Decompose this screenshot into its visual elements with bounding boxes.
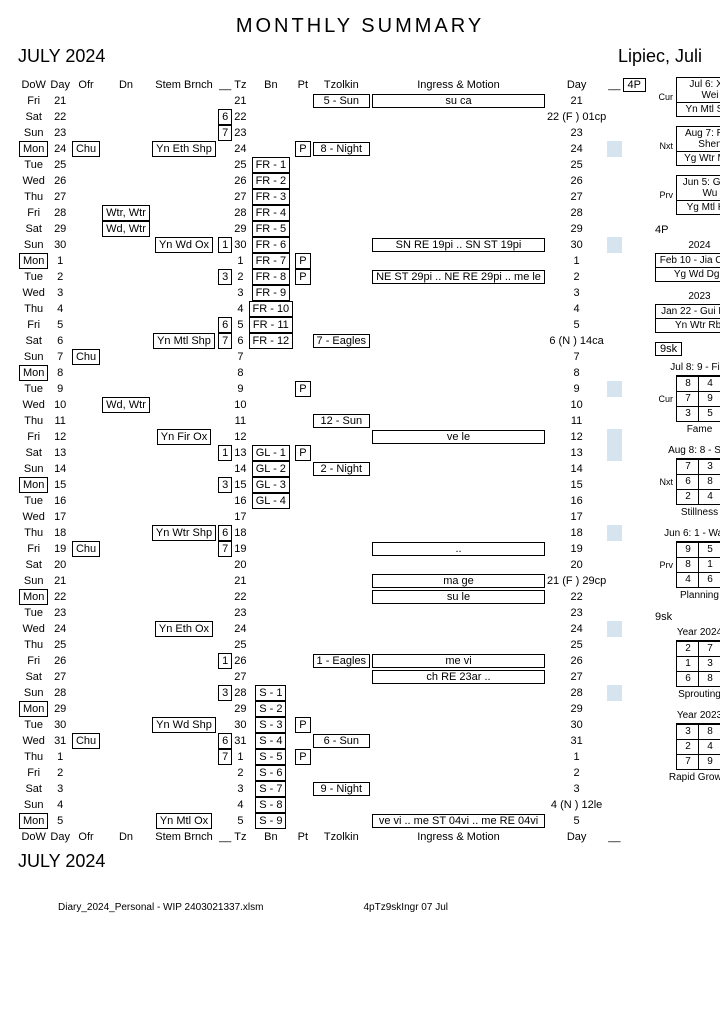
table-row: Mon2929S - 229 bbox=[18, 701, 647, 717]
table-row: Tue1616GL - 416 bbox=[18, 493, 647, 509]
table-row: Tue232323 bbox=[18, 605, 647, 621]
table-row: Fri21215 - Sunsu ca21 bbox=[18, 93, 647, 109]
table-row: Sun30Yn Wd Ox130FR - 6SN RE 19pi .. SN S… bbox=[18, 237, 647, 253]
table-row: Tue30Yn Wd Shp30S - 3P30 bbox=[18, 717, 647, 733]
table-row: Sat29Wd, Wtr29FR - 529 bbox=[18, 221, 647, 237]
table-row: Sat6Yn Mtl Shp76FR - 127 - Eagles6 (N ) … bbox=[18, 333, 647, 349]
table-row: Fri565FR - 115 bbox=[18, 317, 647, 333]
table-row: Wed31Chu631S - 46 - Sun31 bbox=[18, 733, 647, 749]
table-row: Wed33FR - 93 bbox=[18, 285, 647, 301]
table-row: Thu111112 - Sun11 bbox=[18, 413, 647, 429]
table-row: Fri22S - 62 bbox=[18, 765, 647, 781]
table-row: Sun1414GL - 22 - Night14 bbox=[18, 461, 647, 477]
table-row: Sat2262222 (F ) 01cp bbox=[18, 109, 647, 125]
table-row: Wed10Wd, Wtr1010 bbox=[18, 397, 647, 413]
page-title: MONTHLY SUMMARY bbox=[18, 15, 702, 38]
table-row: Fri28Wtr, Wtr28FR - 428 bbox=[18, 205, 647, 221]
col-header: Bn bbox=[248, 77, 295, 93]
table-row: Mon24ChuYn Eth Shp24P8 - Night24 bbox=[18, 141, 647, 157]
col-header: __ bbox=[607, 77, 621, 93]
col-header: Stem Brnch bbox=[151, 77, 217, 93]
table-row: Mon11FR - 7P1 bbox=[18, 253, 647, 269]
col-header: Dn bbox=[101, 77, 151, 93]
month-left: JULY 2024 bbox=[18, 46, 105, 67]
table-row: Sun28328S - 128 bbox=[18, 685, 647, 701]
table-row: Wed2626FR - 226 bbox=[18, 173, 647, 189]
month-right: Lipiec, Juli bbox=[618, 46, 702, 67]
table-row: Thu171S - 5P1 bbox=[18, 749, 647, 765]
table-row: Tue232FR - 8PNE ST 29pi .. NE RE 29pi ..… bbox=[18, 269, 647, 285]
footer-file: Diary_2024_Personal - WIP 2403021337.xls… bbox=[58, 902, 264, 913]
table-row: Mon2222su le22 bbox=[18, 589, 647, 605]
table-row: Sat202020 bbox=[18, 557, 647, 573]
col-header: Ingress & Motion bbox=[371, 77, 546, 93]
table-row: Mon15315GL - 315 bbox=[18, 477, 647, 493]
table-row: Sun7Chu77 bbox=[18, 349, 647, 365]
table-row: Thu18Yn Wtr Shp61818 bbox=[18, 525, 647, 541]
calendar-table: DoWDayOfrDnStem Brnch__TzBnPtTzolkinIngr… bbox=[18, 77, 647, 845]
table-row: Sat2727ch RE 23ar ..27 bbox=[18, 669, 647, 685]
table-row: Thu2727FR - 327 bbox=[18, 189, 647, 205]
footer-code: 4pTz9skIngr 07 Jul bbox=[364, 902, 449, 913]
col-header: Ofr bbox=[71, 77, 101, 93]
table-row: Fri12Yn Fir Ox12ve le12 bbox=[18, 429, 647, 445]
table-row: Thu252525 bbox=[18, 637, 647, 653]
col-header: Pt bbox=[294, 77, 311, 93]
table-row: Wed24Yn Eth Ox2424 bbox=[18, 621, 647, 637]
col-header: Day bbox=[49, 77, 71, 93]
table-row: Fri19Chu719..19 bbox=[18, 541, 647, 557]
table-row: Sat33S - 79 - Night3 bbox=[18, 781, 647, 797]
table-row: Sun2372323 bbox=[18, 125, 647, 141]
col-header: DoW bbox=[18, 77, 49, 93]
footer-month: JULY 2024 bbox=[18, 851, 647, 872]
col-header: __ bbox=[217, 77, 233, 93]
col-header: Day bbox=[546, 77, 607, 93]
table-row: Sun44S - 84 (N ) 12le bbox=[18, 797, 647, 813]
table-row: Tue2525FR - 125 bbox=[18, 157, 647, 173]
col-header: Tz bbox=[233, 77, 247, 93]
table-row: Thu44FR - 104 bbox=[18, 301, 647, 317]
table-row: Wed171717 bbox=[18, 509, 647, 525]
table-row: Fri261261 - Eaglesme vi26 bbox=[18, 653, 647, 669]
table-row: Tue99P9 bbox=[18, 381, 647, 397]
col-header: Tzolkin bbox=[312, 77, 372, 93]
table-row: Sun2121ma ge21 (F ) 29cp bbox=[18, 573, 647, 589]
table-row: Sat13113GL - 1P13 bbox=[18, 445, 647, 461]
table-row: Mon5Yn Mtl Ox5S - 9ve vi .. me ST 04vi .… bbox=[18, 813, 647, 829]
table-row: Mon888 bbox=[18, 365, 647, 381]
